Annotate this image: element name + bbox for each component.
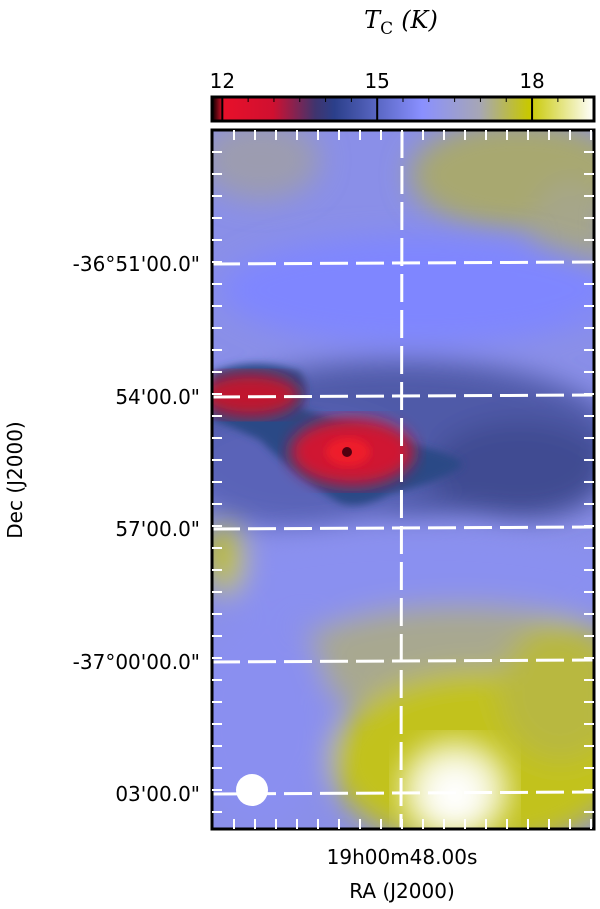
x-axis-label: RA (J2000) [349, 879, 455, 903]
beam-marker [236, 774, 268, 806]
y-axis-label: Dec (J2000) [3, 421, 27, 538]
colorbar-title-main: T [364, 6, 382, 34]
x-tick-label: 19h00m48.00s [327, 845, 478, 869]
map-warm-spot [400, 740, 510, 829]
y-tick-label: 54'00.0" [115, 385, 200, 409]
colorbar-title-sub: C [380, 19, 393, 39]
colorbar-tick-label: 18 [519, 69, 544, 93]
map-minor-ticks [212, 130, 594, 829]
colorbar-title: TC (K) [364, 6, 438, 39]
grid-line-dec-3 [212, 525, 594, 531]
map-cold-ridge [212, 364, 463, 506]
colorbar-tick-label: 12 [210, 69, 235, 93]
coordinate-grid [212, 130, 594, 829]
temperature-map [212, 130, 594, 829]
colorbar-tick-label: 15 [364, 69, 389, 93]
colorbar-title-unit: (K) [401, 6, 438, 34]
colorbar-ticks: 12 15 18 [210, 69, 585, 121]
grid-line-dec-5 [212, 790, 594, 796]
y-tick-label: 03'00.0" [115, 782, 200, 806]
y-tick-label: -36°51'00.0" [73, 252, 200, 276]
y-tick-label: 57'00.0" [115, 517, 200, 541]
y-tick-label: -37°00'00.0" [73, 650, 200, 674]
grid-line-dec-4 [212, 658, 594, 664]
grid-line-ra-1 [399, 130, 404, 829]
